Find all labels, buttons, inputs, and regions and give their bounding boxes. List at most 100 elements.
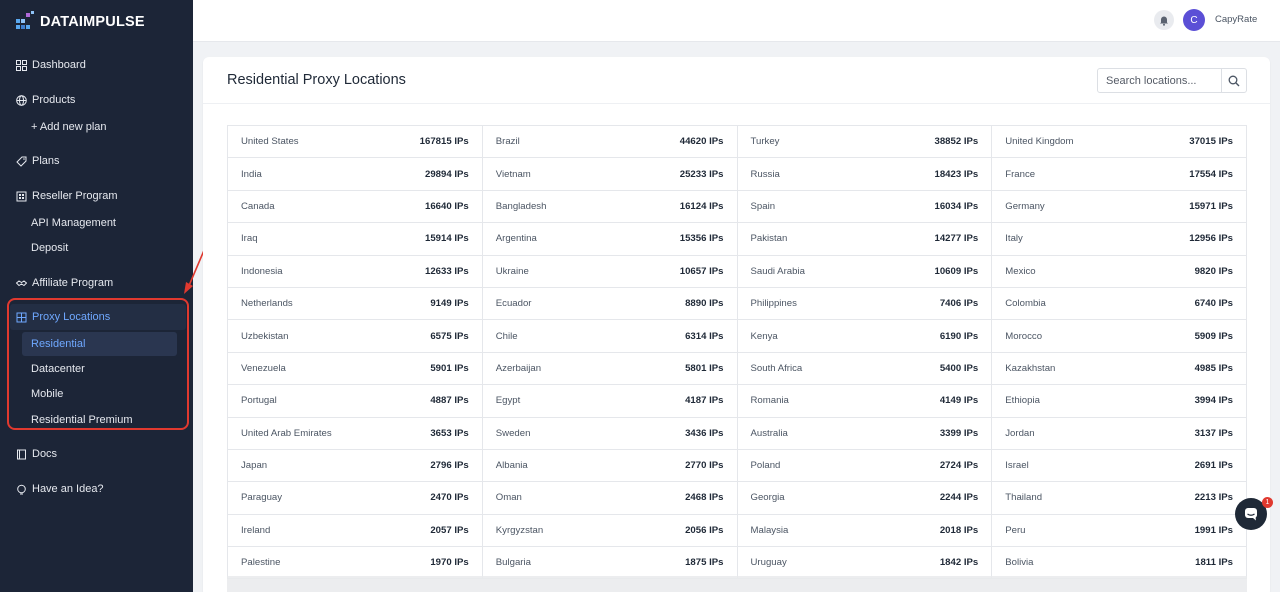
location-cell[interactable]: Bangladesh 16124 IPs: [482, 190, 738, 224]
location-cell[interactable]: Jordan 3137 IPs: [992, 417, 1247, 450]
location-cell[interactable]: Chile 6314 IPs: [482, 320, 738, 353]
ip-count: 1991 IPs: [1194, 524, 1233, 536]
location-cell[interactable]: Malaysia 2018 IPs: [737, 514, 993, 548]
location-cell[interactable]: Kenya 6190 IPs: [737, 320, 993, 353]
sidebar: DATAIMPULSE Dashboard Products + Add new…: [0, 0, 193, 592]
ip-count: 15914 IPs: [425, 233, 469, 245]
sidebar-item-add-new-plan[interactable]: + Add new plan: [31, 121, 107, 133]
sidebar-item-products[interactable]: Products: [16, 91, 75, 109]
location-cell[interactable]: Kazakhstan 4985 IPs: [992, 352, 1247, 386]
location-cell[interactable]: France 17554 IPs: [992, 158, 1247, 191]
country-name: Israel: [1005, 460, 1029, 472]
sidebar-item-dashboard[interactable]: Dashboard: [16, 56, 86, 74]
ip-count: 3653 IPs: [430, 427, 469, 439]
country-name: Jordan: [1005, 427, 1035, 439]
location-cell[interactable]: Egypt 4187 IPs: [482, 385, 738, 418]
ip-count: 9149 IPs: [430, 298, 469, 310]
location-cell[interactable]: Indonesia 12633 IPs: [228, 255, 483, 288]
location-cell[interactable]: Sweden 3436 IPs: [482, 417, 738, 450]
location-cell[interactable]: Italy 12956 IPs: [992, 223, 1247, 256]
location-cell[interactable]: Oman 2468 IPs: [482, 482, 738, 515]
location-cell[interactable]: Albania 2770 IPs: [482, 449, 738, 483]
search-box: [1097, 68, 1247, 93]
search-input[interactable]: [1098, 69, 1222, 92]
location-cell[interactable]: Peru 1991 IPs: [992, 514, 1247, 548]
location-cell[interactable]: Mexico 9820 IPs: [992, 255, 1247, 288]
location-cell[interactable]: Spain 16034 IPs: [737, 190, 993, 224]
building-icon: [16, 191, 27, 202]
sidebar-item-have-an-idea[interactable]: Have an Idea?: [16, 480, 104, 498]
location-cell[interactable]: Canada 16640 IPs: [228, 190, 483, 224]
location-cell[interactable]: Poland 2724 IPs: [737, 449, 993, 483]
location-cell[interactable]: Ukraine 10657 IPs: [482, 255, 738, 288]
location-cell[interactable]: Australia 3399 IPs: [737, 417, 993, 450]
country-name: South Africa: [750, 362, 803, 374]
location-cell[interactable]: Portugal 4887 IPs: [228, 385, 483, 418]
location-cell[interactable]: Kyrgyzstan 2056 IPs: [482, 514, 738, 548]
location-cell[interactable]: Ecuador 8890 IPs: [482, 287, 738, 321]
location-cell[interactable]: Colombia 6740 IPs: [992, 287, 1247, 321]
location-cell[interactable]: United Kingdom 37015 IPs: [992, 126, 1247, 159]
country-name: Germany: [1005, 200, 1045, 212]
ip-count: 37015 IPs: [1189, 136, 1233, 148]
location-cell[interactable]: Thailand 2213 IPs: [992, 482, 1247, 515]
ip-count: 1970 IPs: [430, 557, 469, 569]
sidebar-item-affiliate-program[interactable]: Affiliate Program: [16, 274, 113, 292]
location-cell[interactable]: Palestine 1970 IPs: [228, 547, 483, 580]
location-cell[interactable]: Netherlands 9149 IPs: [228, 287, 483, 321]
location-cell[interactable]: Vietnam 25233 IPs: [482, 158, 738, 191]
location-cell[interactable]: Iraq 15914 IPs: [228, 223, 483, 256]
location-cell[interactable]: South Africa 5400 IPs: [737, 352, 993, 386]
location-cell[interactable]: Brazil 44620 IPs: [482, 126, 738, 159]
location-cell[interactable]: Morocco 5909 IPs: [992, 320, 1247, 353]
sidebar-item-reseller-program[interactable]: Reseller Program: [16, 187, 118, 205]
ip-count: 4985 IPs: [1194, 362, 1233, 374]
location-cell[interactable]: Ethiopia 3994 IPs: [992, 385, 1247, 418]
location-cell[interactable]: Azerbaijan 5801 IPs: [482, 352, 738, 386]
location-cell[interactable]: Philippines 7406 IPs: [737, 287, 993, 321]
sidebar-item-docs[interactable]: Docs: [16, 445, 57, 463]
country-name: Italy: [1005, 233, 1023, 245]
location-cell[interactable]: Uruguay 1842 IPs: [737, 547, 993, 580]
location-cell[interactable]: Venezuela 5901 IPs: [228, 352, 483, 386]
country-name: Portugal: [241, 395, 277, 407]
location-cell[interactable]: Georgia 2244 IPs: [737, 482, 993, 515]
location-cell[interactable]: Saudi Arabia 10609 IPs: [737, 255, 993, 288]
location-cell[interactable]: India 29894 IPs: [228, 158, 483, 191]
avatar[interactable]: C: [1183, 9, 1205, 31]
username[interactable]: CapyRate: [1215, 14, 1258, 25]
ip-count: 2770 IPs: [685, 460, 724, 472]
country-name: Georgia: [750, 492, 785, 504]
location-cell[interactable]: Uzbekistan 6575 IPs: [228, 320, 483, 353]
location-cell[interactable]: Ireland 2057 IPs: [228, 514, 483, 548]
location-cell[interactable]: United Arab Emirates 3653 IPs: [228, 417, 483, 450]
ip-count: 15971 IPs: [1189, 200, 1233, 212]
location-cell[interactable]: Russia 18423 IPs: [737, 158, 993, 191]
ip-count: 1811 IPs: [1195, 557, 1233, 569]
chat-button[interactable]: [1235, 498, 1267, 530]
location-cell[interactable]: Japan 2796 IPs: [228, 449, 483, 483]
location-cell[interactable]: Romania 4149 IPs: [737, 385, 993, 418]
location-cell[interactable]: Germany 15971 IPs: [992, 190, 1247, 224]
location-cell[interactable]: Pakistan 14277 IPs: [737, 223, 993, 256]
sidebar-item-proxy-locations[interactable]: Proxy Locations: [16, 308, 110, 326]
location-cell[interactable]: Israel 2691 IPs: [992, 449, 1247, 483]
notifications-bell-icon[interactable]: [1154, 10, 1174, 30]
sidebar-item-plans[interactable]: Plans: [16, 152, 60, 170]
location-cell[interactable]: Turkey 38852 IPs: [737, 126, 993, 159]
search-button[interactable]: [1221, 69, 1246, 92]
location-cell[interactable]: Argentina 15356 IPs: [482, 223, 738, 256]
grid-icon: [16, 59, 27, 71]
sidebar-item-residential-premium[interactable]: Residential Premium: [31, 414, 133, 426]
location-cell[interactable]: United States 167815 IPs: [228, 126, 483, 159]
ip-count: 2468 IPs: [685, 492, 724, 504]
location-cell[interactable]: Bolivia 1811 IPs: [992, 547, 1247, 580]
sidebar-item-api-management[interactable]: API Management: [31, 217, 116, 229]
sidebar-item-datacenter[interactable]: Datacenter: [31, 363, 85, 375]
sidebar-item-deposit[interactable]: Deposit: [31, 242, 69, 254]
sidebar-item-mobile[interactable]: Mobile: [31, 388, 64, 400]
sidebar-item-residential[interactable]: Residential: [31, 338, 86, 350]
brand-logo[interactable]: DATAIMPULSE: [16, 10, 145, 34]
location-cell[interactable]: Paraguay 2470 IPs: [228, 482, 483, 515]
location-cell[interactable]: Bulgaria 1875 IPs: [482, 547, 738, 580]
